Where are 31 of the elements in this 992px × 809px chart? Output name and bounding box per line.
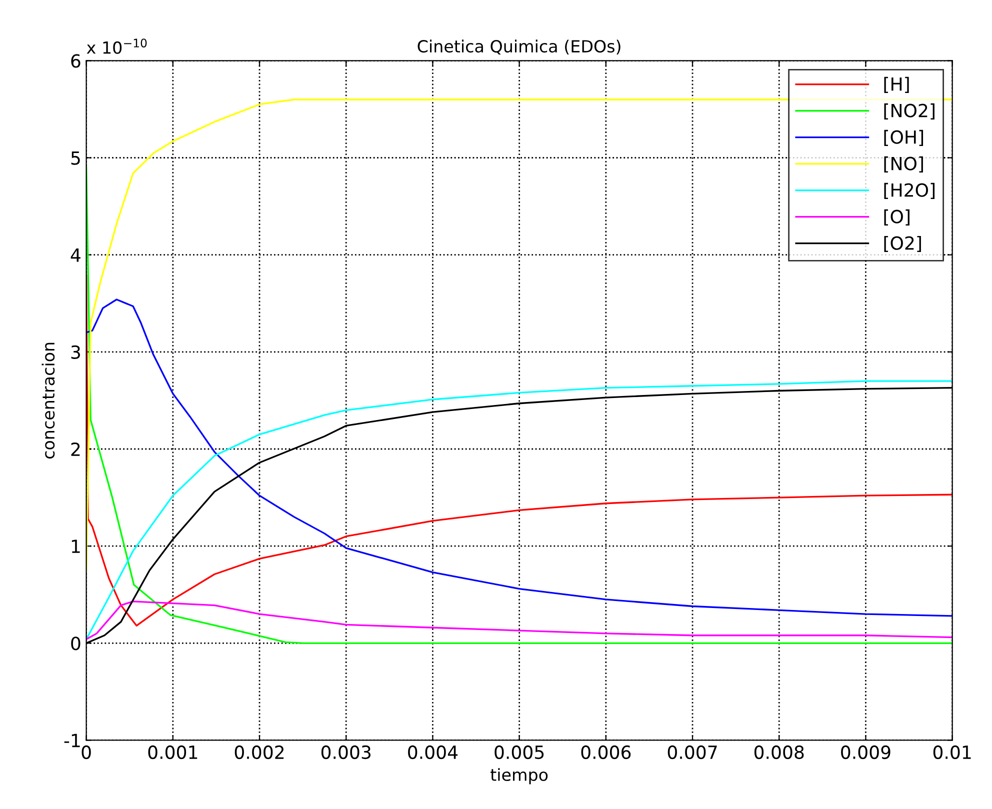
x-tick-label: 0.007 bbox=[668, 745, 717, 760]
x-tick-label: 0.01 bbox=[933, 745, 971, 760]
x-tick-label: 0.006 bbox=[581, 745, 631, 760]
x-tick-label: 0.005 bbox=[494, 745, 544, 760]
text: x 10$^{−10}$ bbox=[86, 38, 147, 54]
y-tick-label: 2 bbox=[71, 442, 80, 456]
y-tick-label: 6 bbox=[71, 54, 80, 68]
x-tick-label: 0.004 bbox=[408, 745, 458, 760]
y-tick-label: 5 bbox=[71, 151, 80, 165]
legend-label: [NO2] bbox=[884, 103, 934, 120]
chart-title: Cinetica Quimica (EDOs) bbox=[418, 40, 620, 55]
x-tick-label: 0.009 bbox=[841, 745, 890, 760]
line-series bbox=[86, 600, 952, 640]
legend-label: [H2O] bbox=[884, 182, 935, 200]
x-tick-label: 0.008 bbox=[754, 745, 804, 760]
x-tick-label: 0.003 bbox=[321, 745, 371, 760]
x-tick-label: 0.002 bbox=[234, 745, 284, 760]
legend-label: [O2] bbox=[884, 236, 921, 252]
x-axis-title: tiempo bbox=[490, 768, 548, 784]
x-tick-label: 0.001 bbox=[148, 745, 198, 760]
legend-label: [H] bbox=[884, 76, 909, 94]
y-tick-label: 0 bbox=[71, 636, 80, 650]
legend-label: [NO] bbox=[884, 156, 923, 173]
y-tick-label: 1 bbox=[72, 540, 80, 553]
legend-label: [O] bbox=[884, 209, 910, 226]
y-tick-label: 4 bbox=[70, 248, 80, 262]
y-axis-title: concentracion bbox=[42, 342, 55, 459]
x-tick-label: 0 bbox=[82, 745, 91, 760]
y-tick-label: -1 bbox=[64, 734, 80, 748]
y-tick-label: 3 bbox=[71, 345, 80, 360]
legend-label: [OH] bbox=[884, 130, 924, 146]
